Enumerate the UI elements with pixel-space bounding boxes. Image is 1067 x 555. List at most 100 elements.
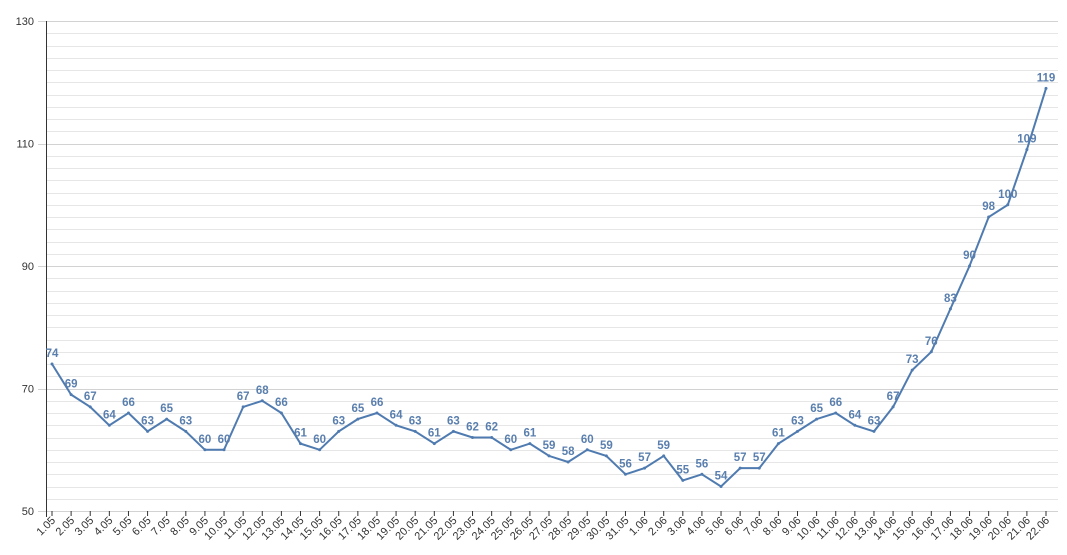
data-label: 54 [715,471,728,483]
data-point [662,454,666,458]
data-point [107,423,111,427]
data-point [69,393,73,397]
data-label: 60 [199,434,212,446]
data-label: 67 [84,391,97,403]
data-label: 83 [944,293,957,305]
y-tick-label: 110 [16,139,34,151]
gridlines [38,21,1058,512]
data-point [585,448,589,452]
data-label: 67 [237,391,250,403]
data-label: 66 [371,397,384,409]
y-tick-label: 130 [16,16,34,28]
data-point [700,472,704,476]
data-label: 65 [351,403,364,415]
data-label: 65 [810,403,823,415]
data-point [509,448,513,452]
x-tick-label: 8.05 [168,515,192,539]
data-point [643,466,647,470]
y-tick-label: 70 [22,384,34,396]
data-point [910,368,914,372]
data-label: 63 [332,415,345,427]
data-label: 63 [409,415,422,427]
data-label: 58 [562,446,575,458]
data-label: 57 [753,452,766,464]
data-point [375,411,379,415]
data-point [203,448,207,452]
data-point [987,215,991,219]
data-point [126,411,130,415]
data-point [1044,86,1048,90]
x-tick-label: 7.06 [742,515,766,539]
data-point [260,399,264,403]
data-point [222,448,226,452]
data-point [184,429,188,433]
data-point [299,442,302,446]
data-label: 63 [141,415,154,427]
data-label: 57 [734,452,747,464]
data-label: 59 [657,440,670,452]
x-tick-label: 8.06 [761,515,785,539]
data-label: 60 [218,434,231,446]
data-label: 64 [848,409,861,421]
data-label: 119 [1037,72,1056,84]
x-tick-label: 2.06 [646,515,670,539]
data-label: 66 [275,397,288,409]
data-point [566,460,570,464]
data-label: 55 [676,464,689,476]
data-label: 63 [868,415,881,427]
data-label: 74 [46,348,59,360]
x-tick-label: 1.06 [627,515,651,539]
x-tick-label: 3.05 [73,515,97,539]
data-label: 64 [390,409,403,421]
data-label: 61 [523,428,536,440]
data-label: 67 [887,391,900,403]
x-tick-label: 6.05 [130,515,154,539]
data-point [929,350,933,354]
data-point [891,405,895,409]
data-point [853,423,857,427]
data-point [776,442,780,446]
data-point [719,485,723,488]
data-point [815,417,819,421]
data-point [451,429,455,433]
data-label: 59 [600,440,613,452]
data-point [471,436,475,439]
data-label: 73 [906,354,919,366]
data-label: 62 [466,422,479,434]
data-label: 59 [543,440,556,452]
x-tick-label: 3.06 [665,515,689,539]
x-tick-label: 7.05 [149,515,173,539]
data-point [432,442,436,446]
series [50,86,1048,488]
data-labels: 74 69 67 64 66 63 65 63 60 60 67 68 66 61 60 63 65 66 64 63… [46,72,1056,482]
data-point [604,454,608,458]
x-tick-label: 2.05 [54,515,78,539]
y-axis: 50 70 90 110 130 [16,16,47,518]
data-label: 64 [103,409,116,421]
data-point [394,423,398,427]
data-point [872,429,876,433]
data-label: 56 [696,458,709,470]
x-tick-label: 1.05 [34,515,58,539]
x-tick-label: 5.06 [704,515,728,539]
data-label: 61 [294,428,307,440]
series-line [51,88,1047,488]
data-point [1006,203,1010,207]
x-axis: 1.052.053.054.055.056.057.058.059.0510.0… [34,511,1052,543]
data-label: 61 [772,428,785,440]
data-label: 66 [829,397,842,409]
data-label: 69 [65,379,78,391]
data-point [146,429,150,433]
data-point [413,429,417,433]
data-label: 68 [256,385,269,397]
data-point [279,411,283,415]
data-label: 63 [179,415,192,427]
data-label: 60 [504,434,517,446]
data-point [738,466,742,470]
data-label: 60 [313,434,326,446]
data-point [356,417,360,421]
data-point [547,454,551,458]
data-label: 56 [619,458,632,470]
data-point [490,436,494,439]
